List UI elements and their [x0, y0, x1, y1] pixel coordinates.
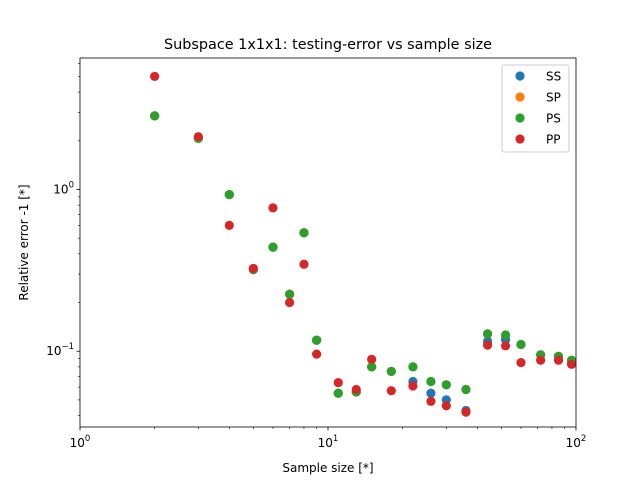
data-point-pp — [312, 349, 322, 359]
x-tick-label: 100 — [70, 434, 91, 450]
data-point-pp — [536, 355, 546, 365]
data-point-pp — [224, 220, 234, 230]
x-axis-ticks: 100 101 102 — [70, 427, 587, 450]
data-point-ps — [367, 362, 377, 372]
data-point-ps — [482, 329, 493, 339]
data-point-pp — [408, 381, 418, 391]
legend-label-sp: SP — [546, 91, 561, 105]
data-point-ps — [408, 362, 418, 372]
data-point-ps — [299, 228, 309, 238]
data-point-pp — [268, 203, 278, 213]
x-axis-label: Sample size [*] — [282, 461, 373, 475]
data-point-ps — [516, 339, 526, 350]
data-point-ps — [150, 111, 160, 121]
data-point-ps — [333, 388, 343, 398]
legend-label-pp: PP — [546, 133, 560, 147]
y-axis-ticks: 10−1 100 — [46, 63, 80, 416]
data-point-ps — [426, 376, 436, 387]
data-point-pp — [500, 341, 511, 351]
data-point-pp — [248, 263, 258, 274]
data-point-ps — [284, 289, 295, 299]
data-point-ps — [441, 380, 451, 390]
data-point-pp — [516, 358, 526, 368]
data-point-ps — [268, 242, 278, 252]
data-point-pp — [150, 71, 160, 82]
data-point-ss — [426, 388, 436, 398]
data-point-pp — [284, 297, 295, 308]
plot-area — [80, 58, 576, 427]
legend-marker-sp — [515, 92, 525, 102]
legend: SS SP PS PP — [501, 64, 570, 153]
x-tick-label: 101 — [318, 434, 339, 450]
data-point-pp — [351, 384, 361, 395]
chart-title: Subspace 1x1x1: testing-error vs sample … — [164, 37, 492, 53]
data-point-ps — [461, 384, 471, 395]
data-point-ps — [386, 366, 396, 377]
legend-marker-ps — [515, 113, 525, 123]
legend-label-ps: PS — [546, 112, 561, 126]
data-point-pp — [482, 340, 493, 350]
data-points — [150, 71, 577, 417]
data-point-pp — [461, 407, 471, 417]
legend-marker-pp — [515, 134, 525, 144]
legend-marker-ss — [515, 71, 525, 81]
x-tick-label: 102 — [566, 434, 587, 450]
y-axis-label: Relative error -1 [*] — [17, 184, 31, 300]
data-point-pp — [386, 386, 396, 396]
data-point-pp — [193, 132, 203, 142]
y-tick-label: 10−1 — [46, 342, 74, 358]
data-point-pp — [333, 377, 343, 388]
data-point-pp — [567, 359, 577, 369]
data-point-pp — [367, 354, 377, 365]
data-point-pp — [553, 355, 564, 365]
legend-box — [501, 64, 570, 153]
legend-label-ss: SS — [546, 70, 561, 84]
data-point-pp — [299, 259, 309, 269]
data-point-pp — [441, 401, 451, 411]
data-point-ps — [224, 189, 234, 200]
y-tick-label: 100 — [53, 180, 74, 196]
data-point-ps — [312, 335, 322, 345]
data-point-ps — [500, 330, 511, 340]
data-point-pp — [426, 396, 436, 406]
